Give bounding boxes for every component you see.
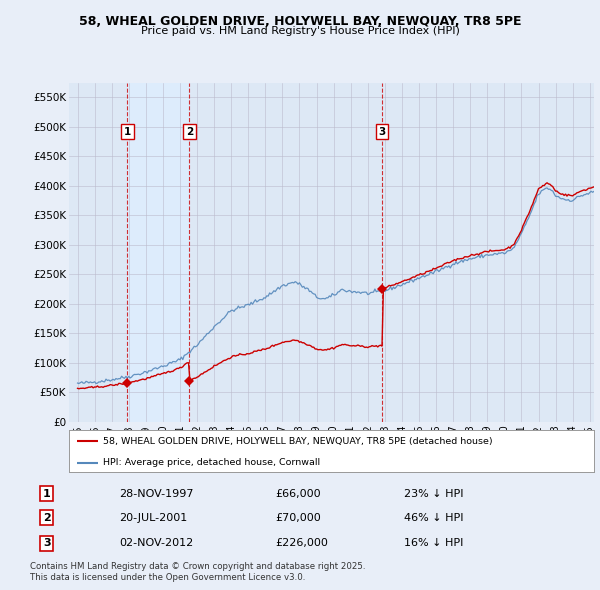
Text: 58, WHEAL GOLDEN DRIVE, HOLYWELL BAY, NEWQUAY, TR8 5PE (detached house): 58, WHEAL GOLDEN DRIVE, HOLYWELL BAY, NE… (103, 437, 493, 446)
Text: 3: 3 (43, 538, 50, 548)
Text: 1: 1 (124, 127, 131, 137)
Text: Price paid vs. HM Land Registry's House Price Index (HPI): Price paid vs. HM Land Registry's House … (140, 26, 460, 36)
Text: 58, WHEAL GOLDEN DRIVE, HOLYWELL BAY, NEWQUAY, TR8 5PE: 58, WHEAL GOLDEN DRIVE, HOLYWELL BAY, NE… (79, 15, 521, 28)
Text: 2: 2 (186, 127, 193, 137)
Text: 23% ↓ HPI: 23% ↓ HPI (404, 489, 463, 499)
Text: 2: 2 (43, 513, 50, 523)
Text: £226,000: £226,000 (275, 538, 328, 548)
Text: Contains HM Land Registry data © Crown copyright and database right 2025.
This d: Contains HM Land Registry data © Crown c… (30, 562, 365, 582)
Text: 02-NOV-2012: 02-NOV-2012 (119, 538, 194, 548)
Text: 3: 3 (379, 127, 386, 137)
Text: £66,000: £66,000 (275, 489, 321, 499)
Text: 46% ↓ HPI: 46% ↓ HPI (404, 513, 463, 523)
Text: HPI: Average price, detached house, Cornwall: HPI: Average price, detached house, Corn… (103, 458, 320, 467)
Text: 20-JUL-2001: 20-JUL-2001 (119, 513, 188, 523)
Text: 16% ↓ HPI: 16% ↓ HPI (404, 538, 463, 548)
Text: 28-NOV-1997: 28-NOV-1997 (119, 489, 194, 499)
Text: 1: 1 (43, 489, 50, 499)
Text: £70,000: £70,000 (275, 513, 321, 523)
Bar (127, 83, 190, 422)
